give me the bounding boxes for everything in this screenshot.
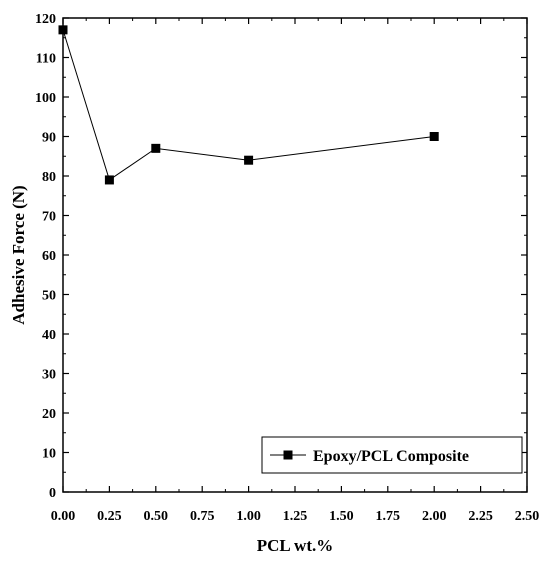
x-tick-label: 0.50 bbox=[144, 509, 169, 524]
y-tick-label: 10 bbox=[42, 447, 56, 462]
x-tick-label: 2.25 bbox=[468, 509, 493, 524]
y-tick-label: 120 bbox=[35, 12, 56, 27]
y-tick-label: 80 bbox=[42, 170, 56, 185]
x-axis-title: PCL wt.% bbox=[257, 536, 334, 555]
x-tick-label: 0.75 bbox=[190, 509, 215, 524]
legend: Epoxy/PCL Composite bbox=[261, 436, 523, 474]
y-tick-label: 100 bbox=[35, 91, 56, 106]
x-tick-label: 1.75 bbox=[376, 509, 401, 524]
legend-label: Epoxy/PCL Composite bbox=[313, 448, 469, 465]
data-point-marker bbox=[104, 175, 114, 185]
y-axis-ticks: 0 10 20 30 40 50 60 70 80 90 100 110 120 bbox=[35, 12, 527, 501]
x-tick-label: 2.00 bbox=[422, 509, 447, 524]
x-tick-label: 0.25 bbox=[97, 509, 122, 524]
x-axis-ticks: 0.00 0.25 0.50 0.75 1.00 1.25 1.50 1.75 2.00 2.25… bbox=[51, 18, 540, 524]
x-tick-label: 1.00 bbox=[236, 509, 261, 524]
data-point-marker bbox=[244, 155, 254, 165]
y-tick-label: 50 bbox=[42, 289, 56, 304]
y-tick-label: 110 bbox=[36, 52, 56, 67]
y-tick-label: 0 bbox=[49, 486, 56, 501]
y-tick-label: 70 bbox=[42, 210, 56, 225]
data-point-marker bbox=[151, 143, 161, 153]
x-tick-label: 2.50 bbox=[515, 509, 540, 524]
y-tick-label: 40 bbox=[42, 328, 56, 343]
plot-area-frame bbox=[62, 17, 528, 493]
x-tick-label: 1.50 bbox=[329, 509, 354, 524]
y-axis-title: Adhesive Force (N) bbox=[9, 185, 28, 324]
legend-marker-square bbox=[283, 450, 293, 460]
series-layer bbox=[58, 25, 439, 185]
y-tick-label: 20 bbox=[42, 407, 56, 422]
y-tick-label: 90 bbox=[42, 131, 56, 146]
y-tick-label: 60 bbox=[42, 249, 56, 264]
x-tick-label: 0.00 bbox=[51, 509, 76, 524]
data-point-marker bbox=[429, 132, 439, 141]
y-tick-label: 30 bbox=[42, 368, 56, 383]
data-point-marker bbox=[58, 25, 68, 35]
x-tick-label: 1.25 bbox=[283, 509, 308, 524]
